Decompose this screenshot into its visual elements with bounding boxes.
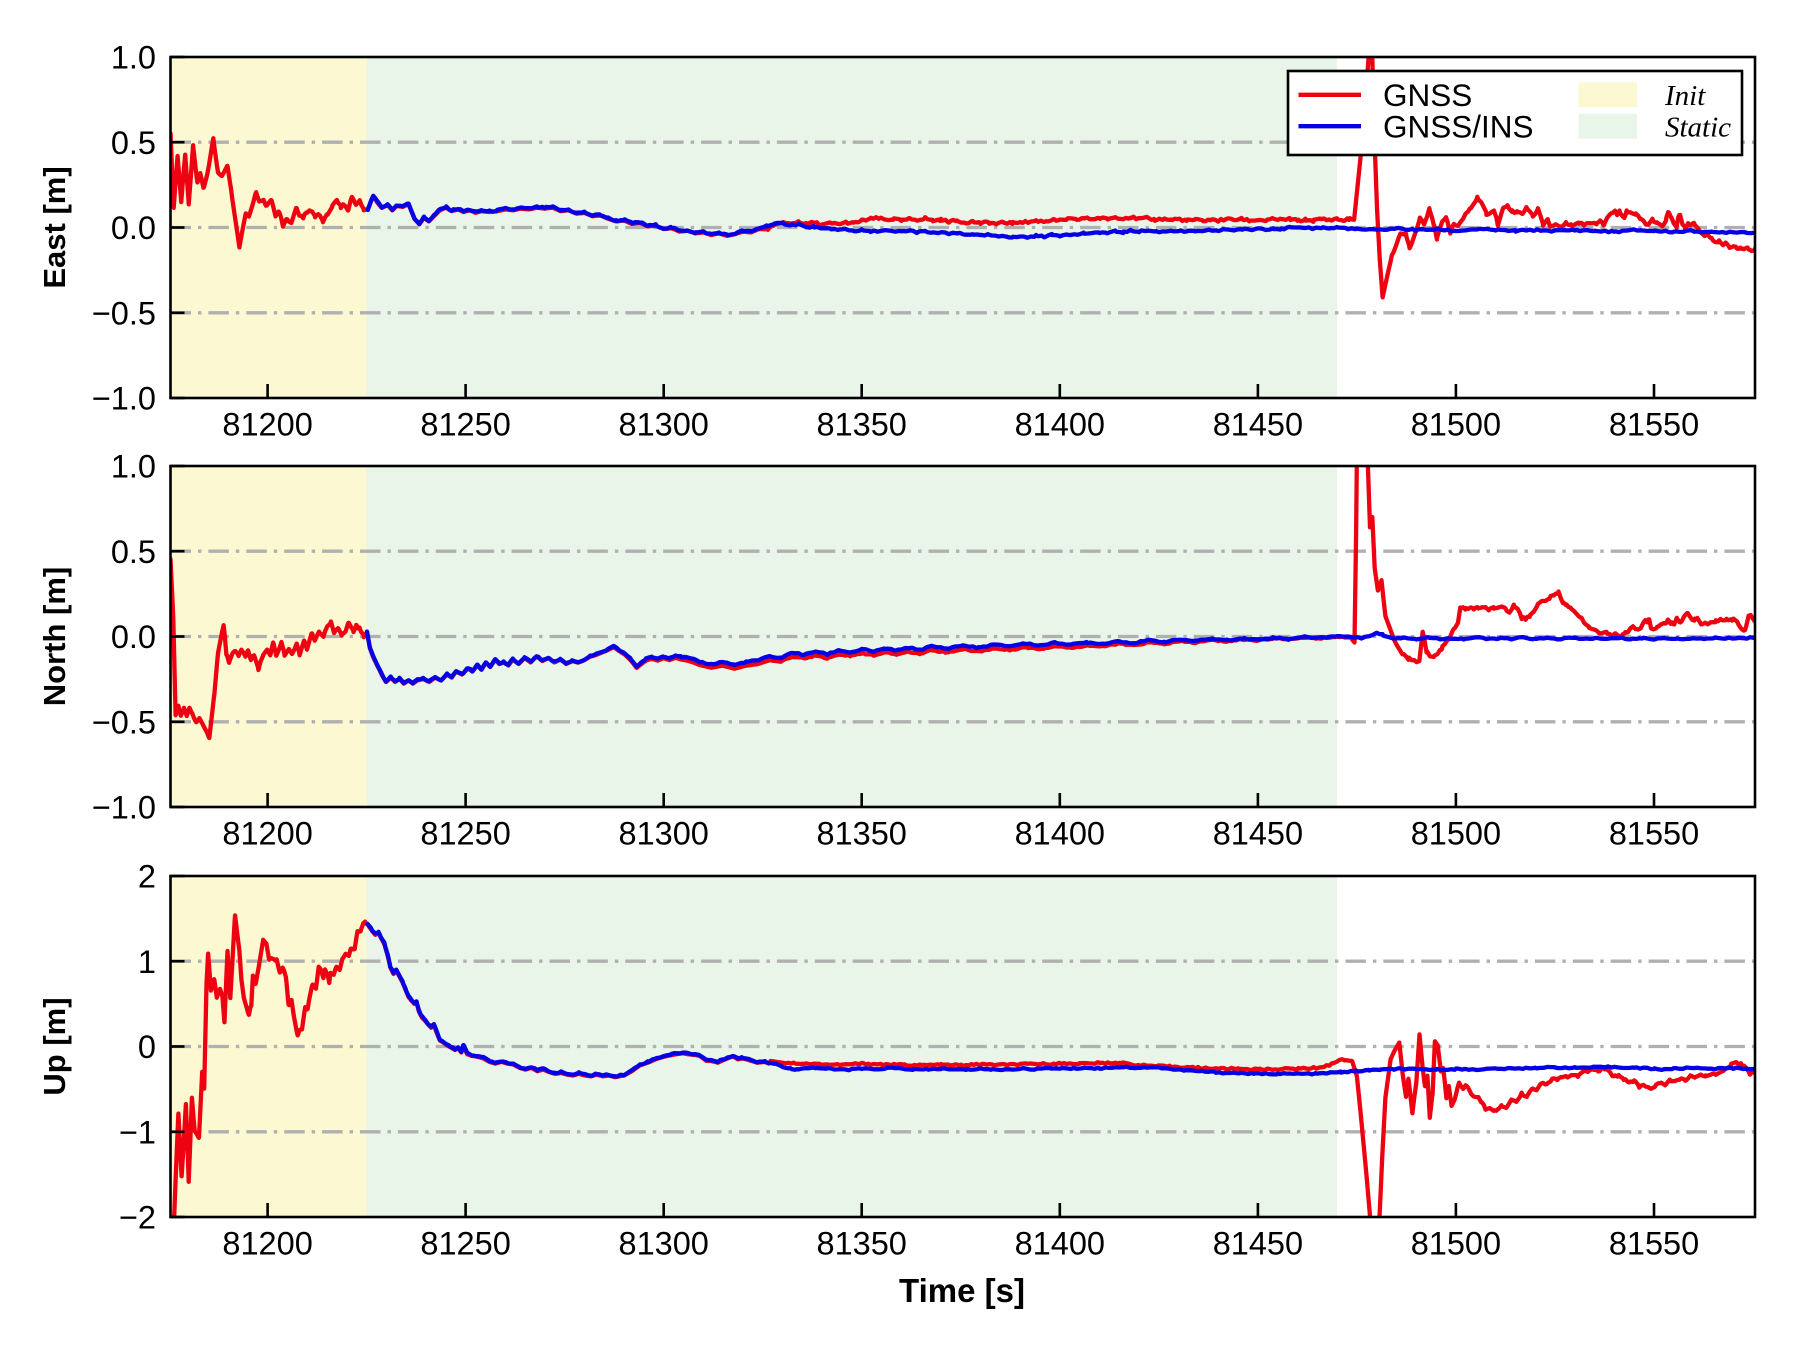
svg-text:0.5: 0.5: [111, 125, 156, 161]
svg-text:81350: 81350: [817, 1226, 907, 1262]
svg-text:Static: Static: [1665, 111, 1731, 143]
svg-text:1: 1: [138, 944, 156, 980]
svg-text:−2: −2: [119, 1200, 156, 1236]
svg-text:81350: 81350: [817, 407, 907, 443]
svg-text:81500: 81500: [1411, 407, 1501, 443]
svg-text:Up [m]: Up [m]: [37, 997, 72, 1095]
svg-text:Init: Init: [1664, 80, 1706, 112]
svg-text:81200: 81200: [222, 407, 312, 443]
svg-text:1.0: 1.0: [111, 40, 156, 76]
svg-text:0.0: 0.0: [111, 619, 156, 655]
svg-text:81200: 81200: [222, 816, 312, 852]
svg-text:−1.0: −1.0: [92, 381, 156, 417]
svg-text:−1.0: −1.0: [92, 790, 156, 826]
svg-text:81400: 81400: [1015, 816, 1105, 852]
svg-text:0.0: 0.0: [111, 210, 156, 246]
svg-text:81300: 81300: [619, 1226, 709, 1262]
svg-text:81400: 81400: [1015, 407, 1105, 443]
svg-text:East [m]: East [m]: [37, 166, 72, 288]
svg-text:−0.5: −0.5: [92, 295, 156, 331]
svg-text:−1: −1: [119, 1115, 156, 1151]
svg-text:81450: 81450: [1213, 1226, 1303, 1262]
svg-text:1.0: 1.0: [111, 449, 156, 485]
svg-text:81550: 81550: [1609, 816, 1699, 852]
svg-text:0.5: 0.5: [111, 534, 156, 570]
svg-text:81300: 81300: [619, 816, 709, 852]
svg-text:North [m]: North [m]: [37, 567, 72, 706]
svg-text:81200: 81200: [222, 1226, 312, 1262]
svg-text:81550: 81550: [1609, 1226, 1699, 1262]
svg-text:81350: 81350: [817, 816, 907, 852]
svg-text:2: 2: [138, 859, 156, 895]
svg-text:81450: 81450: [1213, 816, 1303, 852]
svg-text:81250: 81250: [420, 816, 510, 852]
svg-text:−0.5: −0.5: [92, 705, 156, 741]
svg-text:81400: 81400: [1015, 1226, 1105, 1262]
svg-text:81550: 81550: [1609, 407, 1699, 443]
svg-text:81500: 81500: [1411, 1226, 1501, 1262]
svg-text:81300: 81300: [619, 407, 709, 443]
svg-text:0: 0: [138, 1029, 156, 1065]
svg-text:81450: 81450: [1213, 407, 1303, 443]
svg-text:81250: 81250: [420, 1226, 510, 1262]
svg-text:81250: 81250: [420, 407, 510, 443]
svg-text:GNSS/INS: GNSS/INS: [1383, 108, 1534, 144]
svg-text:81500: 81500: [1411, 816, 1501, 852]
svg-text:Time [s]: Time [s]: [899, 1272, 1025, 1309]
svg-text:GNSS: GNSS: [1383, 77, 1472, 113]
